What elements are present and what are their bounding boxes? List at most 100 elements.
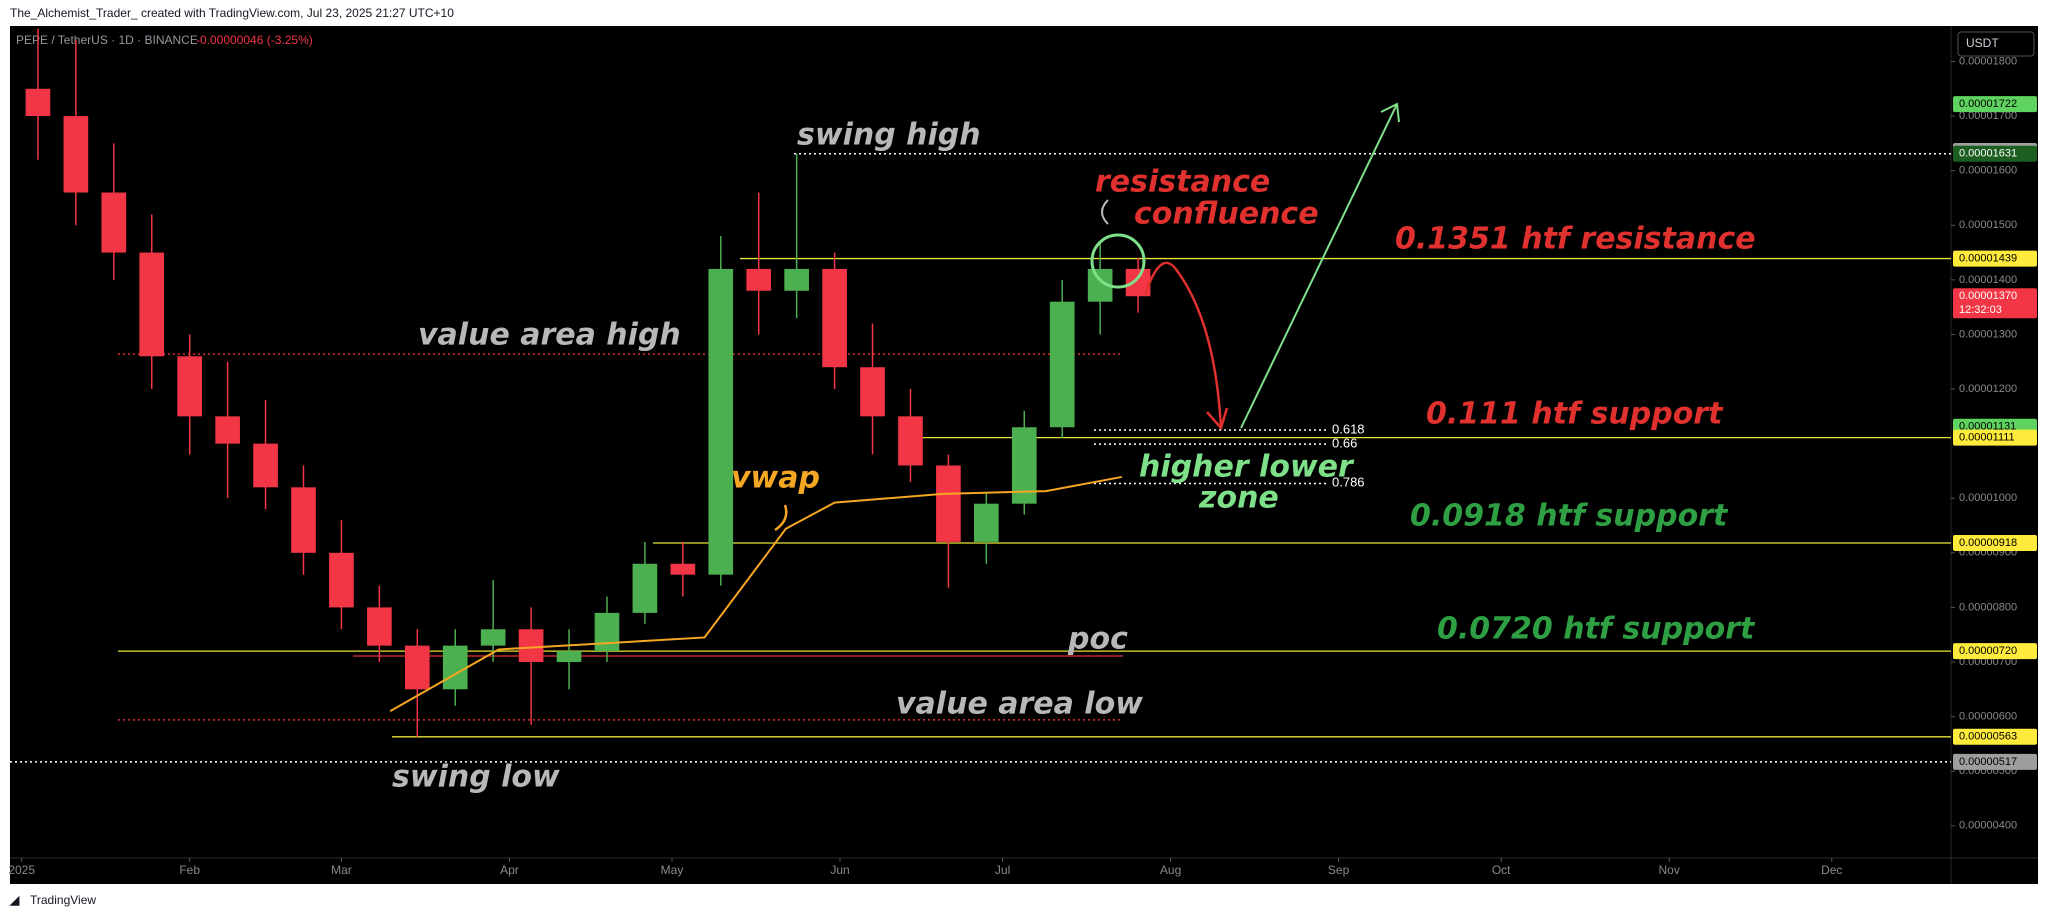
y-tick-label: 0.00000400 — [1959, 820, 2017, 832]
candle-body — [632, 563, 658, 613]
projection-down — [1143, 261, 1223, 429]
change-legend: -0.00000046 (-3.25%) — [196, 33, 313, 47]
candle-body — [63, 116, 89, 193]
price-label: 0.00001370 — [1959, 290, 2017, 302]
price-label: 0.00000517 — [1959, 756, 2017, 768]
plot: 0.00001800 0.00001700 0.00001600 0.00001500… — [0, 28, 2037, 877]
candle-body — [291, 487, 316, 553]
annotation: 0.0918 htf support — [1410, 499, 1729, 534]
x-tick-label: Dec — [1821, 863, 1842, 877]
candle-body — [936, 465, 961, 542]
x-tick-label: Jun — [830, 863, 849, 877]
annotation: 0.111 htf support — [1426, 397, 1724, 432]
y-tick-label: 0.00001200 — [1959, 383, 2017, 395]
currency-button[interactable] — [1957, 31, 2035, 57]
fib-label: 0.618 — [1332, 421, 1365, 436]
candle-body — [746, 268, 772, 291]
annotation: swing high — [797, 118, 981, 153]
price-label-box — [1953, 753, 2037, 770]
arrowhead — [1380, 102, 1400, 123]
price-label: 0.00000563 — [1959, 731, 2017, 743]
annotation: zone — [1198, 481, 1279, 516]
price-label-box — [1953, 534, 2037, 551]
vwap-pointer — [774, 504, 788, 532]
annotation: 0.1351 htf resistance — [1395, 222, 1756, 257]
candle-body — [101, 192, 127, 253]
candle-body — [708, 268, 734, 575]
price-label: 0.00000720 — [1959, 645, 2017, 657]
header: The_Alchemist_Trader_ created with Tradi… — [10, 6, 454, 20]
x-tick-label: May — [661, 863, 684, 877]
candle-body — [784, 268, 809, 291]
price-label-box — [1953, 728, 2037, 745]
y-tick-label: 0.00001000 — [1959, 492, 2017, 504]
projection-up — [1240, 103, 1398, 429]
price-label-box — [1953, 288, 2037, 319]
price-label: 0.00000918 — [1959, 537, 2017, 549]
candle-body — [215, 416, 240, 444]
y-tick-label: 0.00001600 — [1959, 165, 2017, 177]
candle-body — [518, 629, 544, 663]
price-label-box — [1953, 145, 2037, 162]
candle-body — [556, 651, 582, 663]
confluence-circle — [1090, 233, 1146, 289]
confluence-bracket — [1101, 199, 1109, 225]
y-tick-label: 0.00001500 — [1959, 219, 2017, 231]
candle-body — [404, 645, 430, 690]
price-label: 0.00001722 — [1959, 98, 2017, 110]
price-label-box — [1953, 643, 2037, 660]
candle-body — [177, 356, 203, 417]
annotation: vwap — [731, 461, 820, 496]
y-tick-label: 0.00001300 — [1959, 328, 2017, 340]
candle-body — [898, 416, 923, 466]
y-tick-label: 0.00001700 — [1959, 110, 2017, 122]
candle-body — [1049, 301, 1075, 428]
candle-body — [480, 629, 506, 646]
x-tick-label: 2025 — [8, 863, 35, 877]
x-tick-label: Jul — [995, 863, 1010, 877]
brand[interactable]: TradingView — [30, 893, 96, 907]
vwap-line — [389, 475, 1123, 713]
candle-body — [670, 563, 696, 575]
brand[interactable]: ◢ — [9, 893, 20, 907]
arrowhead — [1206, 407, 1229, 431]
y-tick-label: 0.00001400 — [1959, 274, 2017, 286]
drawings — [774, 102, 1400, 532]
currency[interactable]: USDT — [1966, 36, 1999, 50]
candle-body — [974, 503, 999, 542]
price-label-box — [1953, 250, 2037, 267]
symbol-legend[interactable]: PEPE / TetherUS · 1D · BINANCE — [16, 33, 198, 47]
countdown: 12:32:03 — [1959, 304, 2002, 316]
x-tick-label: Apr — [500, 863, 519, 877]
annotation: 0.0720 htf support — [1437, 612, 1756, 647]
annotation: confluence — [1134, 197, 1319, 232]
candle-body — [822, 268, 847, 368]
candle-body — [139, 252, 165, 357]
annotation: resistance — [1095, 165, 1270, 200]
x-tick-label: Aug — [1160, 863, 1181, 877]
candle-body — [442, 645, 468, 690]
price-label: 0.00001631 — [1959, 148, 2017, 160]
annotation: swing low — [392, 760, 560, 795]
fib-label: 0.786 — [1332, 474, 1365, 489]
x-tick-label: Mar — [331, 863, 352, 877]
y-tick-label: 0.00000800 — [1959, 601, 2017, 613]
annotation: value area high — [418, 318, 681, 353]
annotation: higher lower — [1139, 450, 1355, 485]
candle-body — [25, 88, 51, 117]
x-tick-label: Sep — [1328, 863, 1350, 877]
price-label: 0.00001111 — [1959, 432, 2015, 444]
annotation: poc — [1067, 622, 1128, 657]
annotations: swing high resistance confluence 0.1351 … — [392, 118, 1756, 795]
candle-body — [860, 367, 885, 417]
candle-body — [253, 443, 278, 488]
fib-label: 0.66 — [1332, 435, 1357, 450]
x-tick-label: Oct — [1492, 863, 1511, 877]
x-tick-label: Feb — [179, 863, 200, 877]
price-label: 0.00001131 — [1959, 421, 2016, 433]
price-label-box — [1953, 429, 2037, 446]
x-tick-label: Nov — [1659, 863, 1680, 877]
price-label-box — [1953, 96, 2037, 113]
candle-body — [367, 607, 392, 646]
